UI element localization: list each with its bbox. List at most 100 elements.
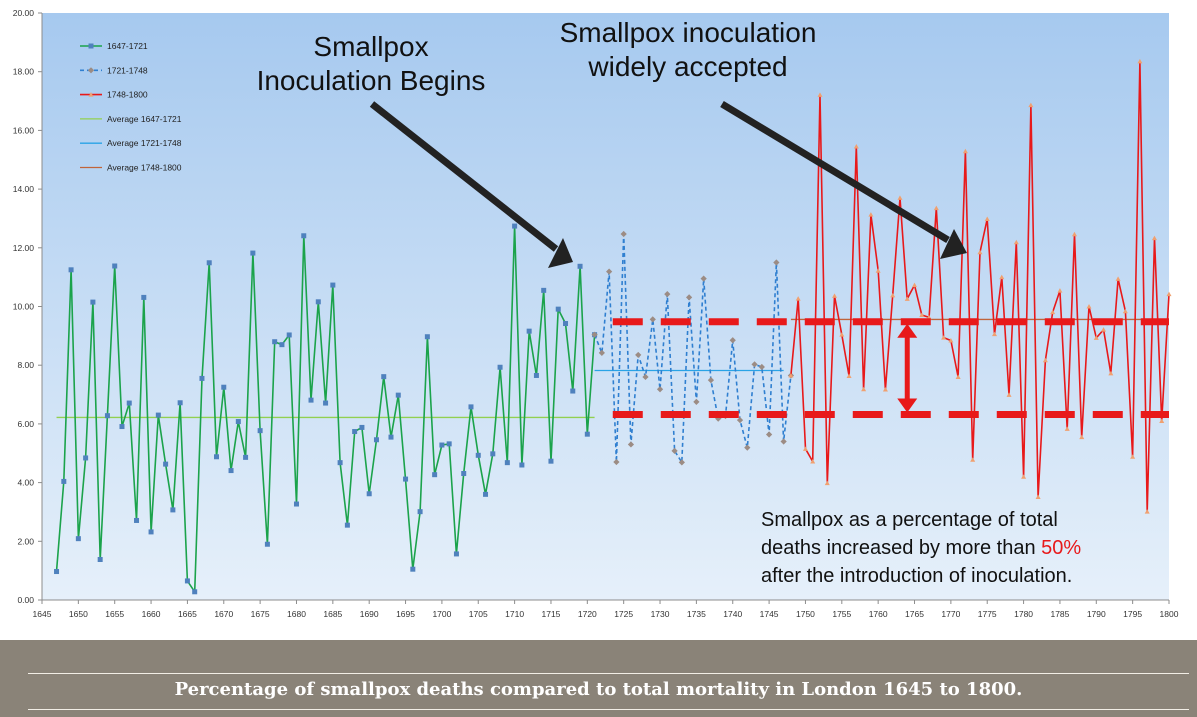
double-arrow-head-up <box>897 323 918 338</box>
x-tick-label: 1790 <box>1087 609 1106 619</box>
data-point-triangle <box>1166 291 1172 297</box>
data-point-diamond <box>744 444 751 451</box>
note-line-1: Smallpox as a percentage of total <box>761 509 1058 531</box>
x-tick-label: 1800 <box>1160 609 1179 619</box>
data-point-square <box>388 434 394 440</box>
data-point-square <box>54 569 60 575</box>
data-point-diamond <box>591 331 598 338</box>
y-tick-label: 0.00 <box>17 595 34 605</box>
data-point-triangle <box>1159 418 1165 423</box>
data-point-triangle <box>904 296 910 301</box>
data-point-triangle <box>941 335 947 340</box>
data-point-diamond <box>700 275 707 282</box>
data-point-square <box>366 491 372 497</box>
data-point-square <box>563 321 569 327</box>
data-point-diamond <box>707 377 715 384</box>
data-point-square <box>90 299 96 305</box>
x-tick-label: 1730 <box>651 609 670 619</box>
data-point-square <box>272 339 278 345</box>
arrow-begins-shaft <box>369 101 559 252</box>
data-point-square <box>315 299 321 305</box>
legend-marker-triangle <box>88 92 94 97</box>
data-point-triangle <box>962 148 968 154</box>
y-tick-label: 16.00 <box>13 125 35 135</box>
legend-label: Average 1647-1721 <box>107 114 182 124</box>
data-point-triangle <box>890 292 896 298</box>
data-point-square <box>257 428 263 434</box>
x-tick-label: 1670 <box>214 609 233 619</box>
data-point-square <box>584 431 590 437</box>
data-point-triangle <box>1144 509 1150 514</box>
x-tick-label: 1750 <box>796 609 815 619</box>
data-point-square <box>112 263 118 269</box>
data-point-square <box>286 332 292 338</box>
data-point-triangle <box>991 331 997 337</box>
data-point-triangle <box>970 457 976 462</box>
x-tick-label: 1785 <box>1050 609 1069 619</box>
data-point-square <box>97 556 103 562</box>
data-point-square <box>68 267 74 273</box>
data-point-diamond <box>751 361 758 368</box>
data-point-triangle <box>861 386 867 392</box>
data-point-triangle <box>824 480 830 486</box>
y-tick-label: 4.00 <box>17 478 34 488</box>
y-tick-label: 6.00 <box>17 419 34 429</box>
data-point-diamond <box>635 351 642 359</box>
data-point-triangle <box>984 216 990 222</box>
x-tick-label: 1795 <box>1123 609 1142 619</box>
data-point-square <box>199 375 205 381</box>
data-point-square <box>337 460 343 466</box>
note-line-2: deaths increased by more than 50% <box>761 534 1161 562</box>
y-tick-label: 14.00 <box>13 184 35 194</box>
smallpox-mortality-chart: 0.00 2.00 4.00 6.00 8.00 10.00 12.00 14.00 16.00… <box>13 8 1179 619</box>
note-text: deaths increased by more than <box>761 537 1042 559</box>
data-point-triangle <box>897 195 903 200</box>
series-line-2 <box>593 233 792 464</box>
data-point-square <box>410 566 416 572</box>
annotation-arrows <box>369 101 967 268</box>
x-tick-label: 1775 <box>978 609 997 619</box>
x-tick-label: 1700 <box>432 609 451 619</box>
data-point-triangle <box>832 293 838 298</box>
data-point-square <box>504 460 510 466</box>
data-point-square <box>344 522 350 528</box>
data-point-triangle <box>955 374 961 379</box>
data-point-triangle <box>788 372 794 378</box>
x-tick-label: 1710 <box>505 609 524 619</box>
x-tick-label: 1715 <box>542 609 561 619</box>
data-point-square <box>323 400 329 406</box>
data-point-square <box>541 287 547 293</box>
data-point-square <box>526 328 532 334</box>
data-point-square <box>155 412 161 418</box>
data-point-square <box>293 501 299 507</box>
x-tick-label: 1705 <box>469 609 488 619</box>
x-tick-label: 1735 <box>687 609 706 619</box>
data-point-square <box>228 468 234 474</box>
y-tick-label: 18.00 <box>13 67 35 77</box>
y-tick-label: 8.00 <box>17 360 34 370</box>
data-point-triangle <box>1071 231 1077 237</box>
data-point-triangle <box>802 446 808 451</box>
x-tick-label: 1740 <box>723 609 742 619</box>
data-point-triangle <box>1035 494 1041 499</box>
data-point-square <box>206 260 212 266</box>
legend-label: Average 1721-1748 <box>107 138 182 148</box>
annotation-line: widely accepted <box>588 51 788 82</box>
x-tick-label: 1780 <box>1014 609 1033 619</box>
data-point-square <box>126 400 132 406</box>
data-point-square <box>221 384 227 390</box>
data-point-diamond <box>613 458 620 466</box>
data-point-square <box>519 462 525 468</box>
data-point-square <box>119 424 125 430</box>
data-point-square <box>359 424 365 430</box>
note-line-3: after the introduction of inoculation. <box>761 565 1073 587</box>
data-point-triangle <box>926 314 932 320</box>
y-tick-label: 2.00 <box>17 536 34 546</box>
data-point-square <box>83 455 89 461</box>
data-point-square <box>381 374 387 380</box>
x-tick-label: 1665 <box>178 609 197 619</box>
data-point-square <box>61 478 67 484</box>
data-point-triangle <box>1108 370 1114 376</box>
x-tick-label: 1720 <box>578 609 597 619</box>
x-tick-label: 1760 <box>869 609 888 619</box>
